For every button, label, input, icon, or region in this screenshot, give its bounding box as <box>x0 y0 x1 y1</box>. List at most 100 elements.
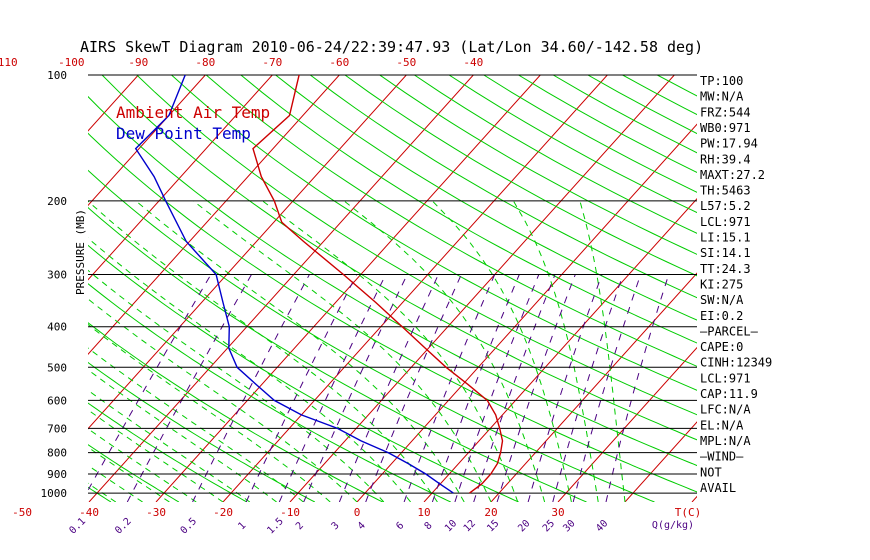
bottom-temp-tick-label: 10 <box>417 506 430 519</box>
dry-adiabat <box>657 75 697 97</box>
mixing-ratio-tick-label: 6 <box>394 520 406 532</box>
y-axis-label: PRESSURE (MB) <box>74 209 87 295</box>
dew-point-temp-line <box>134 75 454 494</box>
pressure-tick-label: 600 <box>47 394 67 407</box>
top-temp-tick-label: -100 <box>58 56 85 69</box>
grid-lines <box>0 75 697 502</box>
dry-adiabat <box>171 75 697 391</box>
bottom-temp-tick-label: -40 <box>79 506 99 519</box>
mixing-ratio-line <box>303 274 408 502</box>
mixing-ratio-tick-label: 15 <box>485 518 501 534</box>
index-label: WB0:971 <box>700 121 751 135</box>
isotherm <box>222 75 608 502</box>
pressure-tick-label: 700 <box>47 422 67 435</box>
mixing-ratio-line <box>454 274 540 502</box>
moist-adiabat <box>88 323 331 502</box>
mixing-ratio-tick-label: 20 <box>516 518 532 534</box>
dry-adiabat <box>240 75 697 344</box>
mixing-ratio-tick-label: 8 <box>423 520 435 532</box>
dry-adiabat <box>136 75 697 416</box>
isotherm <box>0 75 71 502</box>
top-temp-tick-label: -110 <box>0 56 18 69</box>
isotherm <box>88 75 206 207</box>
pressure-tick-label: 100 <box>47 69 67 82</box>
mixing-ratio-line <box>365 274 462 502</box>
mixing-ratio-tick-label: 10 <box>443 518 459 534</box>
mixing-ratio-line <box>552 274 624 502</box>
dry-adiabat <box>88 169 655 502</box>
dry-adiabat <box>88 132 697 493</box>
index-label: TP:100 <box>700 74 743 88</box>
moist-adiabat <box>88 389 251 502</box>
bottom-temp-tick-label: -50 <box>12 506 32 519</box>
moist-adiabat <box>343 200 546 502</box>
index-label: AVAIL <box>700 481 736 495</box>
dry-adiabat <box>448 75 697 214</box>
mixing-ratio-line <box>605 274 670 502</box>
index-label: SI:14.1 <box>700 246 751 260</box>
top-temp-tick-label: -90 <box>128 56 148 69</box>
index-label: –WIND– <box>700 450 744 464</box>
isotherm <box>88 75 340 355</box>
index-label: CINH:12349 <box>700 356 772 370</box>
profile-series <box>134 75 504 494</box>
isotherm <box>88 75 407 430</box>
moist-adiabat <box>88 409 224 502</box>
moist-adiabat <box>192 200 492 502</box>
mixing-ratio-unit: Q(g/kg) <box>652 520 694 531</box>
index-label: EL:N/A <box>700 418 744 432</box>
pressure-tick-label: 400 <box>47 321 67 334</box>
top-temp-tick-label: -80 <box>195 56 215 69</box>
top-temp-tick-label: -70 <box>262 56 282 69</box>
mixing-ratio-tick-label: 4 <box>356 520 368 532</box>
dry-adiabat <box>88 244 519 502</box>
mixing-ratio-line <box>431 274 520 502</box>
mixing-ratio-line <box>338 274 439 502</box>
bottom-temp-tick-label: 30 <box>551 506 564 519</box>
pressure-tick-label: 800 <box>47 447 67 460</box>
index-label: L57:5.2 <box>700 199 751 213</box>
index-label: LI:15.1 <box>700 231 751 245</box>
index-label: CAPE:0 <box>700 340 743 354</box>
index-label: SW:N/A <box>700 293 744 307</box>
top-temp-tick-label: -40 <box>463 56 483 69</box>
ambient-air-temp-line <box>252 75 504 494</box>
dry-adiabat <box>275 75 697 321</box>
mixing-ratio-tick-label: 0.5 <box>179 516 200 537</box>
mixing-ratio-line <box>473 274 556 502</box>
index-label: LFC:N/A <box>700 403 751 417</box>
isotherm <box>490 272 697 502</box>
moist-adiabat <box>88 428 197 502</box>
mixing-ratio-tick-label: 0.1 <box>68 516 89 537</box>
moist-adiabat <box>88 200 438 502</box>
pressure-tick-label: 300 <box>47 269 67 282</box>
moist-adiabat <box>135 200 465 502</box>
index-label: EI:0.2 <box>700 309 743 323</box>
mixing-ratio-line <box>126 274 252 502</box>
index-label: FRZ:544 <box>700 105 751 119</box>
index-label: PW:17.94 <box>700 137 758 151</box>
dry-adiabat <box>88 95 697 467</box>
moist-adiabat <box>88 347 304 502</box>
index-label: LCL:971 <box>700 371 751 385</box>
isobars <box>88 74 697 494</box>
index-label: MAXT:27.2 <box>700 168 765 182</box>
legend-ambient-air-temp: Ambient Air Temp <box>116 103 270 122</box>
index-label: TT:24.3 <box>700 262 751 276</box>
dry-adiabat <box>205 75 697 367</box>
isotherm <box>0 75 4 502</box>
isotherm <box>624 421 697 502</box>
bottom-temp-tick-label: -10 <box>280 506 300 519</box>
index-label: MW:N/A <box>700 90 744 104</box>
dry-adiabat <box>88 444 180 502</box>
index-label: KI:275 <box>700 277 743 291</box>
moist-adiabat <box>512 200 599 502</box>
mixing-ratio-tick-label: 1 <box>236 520 248 532</box>
moist-adiabat <box>579 200 626 502</box>
pressure-tick-label: 900 <box>47 468 67 481</box>
dry-adiabat <box>101 75 697 441</box>
mixing-ratio-tick-label: 30 <box>561 518 577 534</box>
dry-adiabat <box>88 402 248 502</box>
